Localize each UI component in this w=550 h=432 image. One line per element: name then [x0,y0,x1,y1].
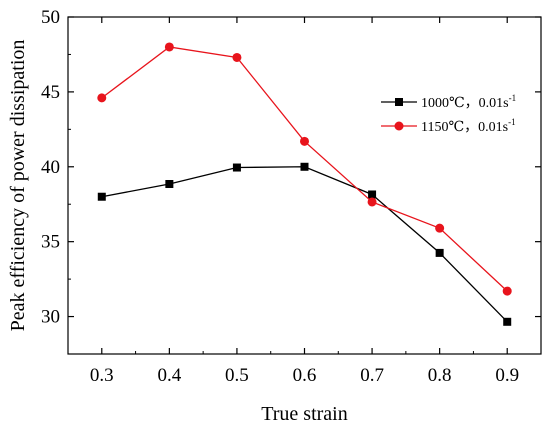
data-point-square [300,162,309,171]
legend-label: 1150℃，0.01s-1 [421,117,516,135]
legend-label-superscript: -1 [508,117,516,127]
data-point-circle [232,52,242,62]
series-layer [97,42,512,326]
series-line [101,166,508,323]
plot-frame [67,16,542,355]
x-axis-title: True strain [261,403,347,425]
legend-marker-circle [394,121,404,131]
data-point-circle [300,136,309,146]
legend-label-main: 1000℃，0.01s [421,96,509,111]
legend-label-main: 1150℃，0.01s [421,120,508,135]
legend-label: 1000℃，0.01s-1 [421,93,516,111]
data-point-circle [367,197,377,207]
data-point-square [232,163,241,172]
x-tick-label: 0.4 [157,365,181,386]
y-tick-label: 50 [41,7,60,28]
data-point-circle [164,42,174,52]
y-axis-ticks: 30 35 40 45 50 [41,7,541,328]
x-tick-label: 0.9 [495,365,519,386]
data-point-circle [435,223,445,233]
x-tick-label: 0.7 [360,365,384,386]
data-point-circle [97,93,107,103]
x-tick-label: 0.5 [225,365,249,386]
legend-label-superscript: -1 [509,93,517,103]
y-tick-label: 40 [41,157,60,178]
y-axis-title: Peak efficiency of power dissipation [7,40,29,332]
data-point-square [97,192,106,201]
data-point-circle [502,286,512,296]
y-tick-label: 35 [41,232,60,253]
x-tick-label: 0.8 [428,365,452,386]
data-point-square [435,248,444,257]
y-tick-label: 30 [41,307,60,328]
legend-marker-square [395,98,403,106]
x-tick-label: 0.6 [293,365,317,386]
data-point-square [368,190,377,199]
x-axis-ticks: 0.3 0.4 0.5 0.6 0.7 0.8 0.9 [90,17,519,386]
data-point-square [503,317,512,326]
x-tick-label: 0.3 [90,365,114,386]
data-point-square [165,180,174,189]
y-tick-label: 45 [41,82,60,103]
